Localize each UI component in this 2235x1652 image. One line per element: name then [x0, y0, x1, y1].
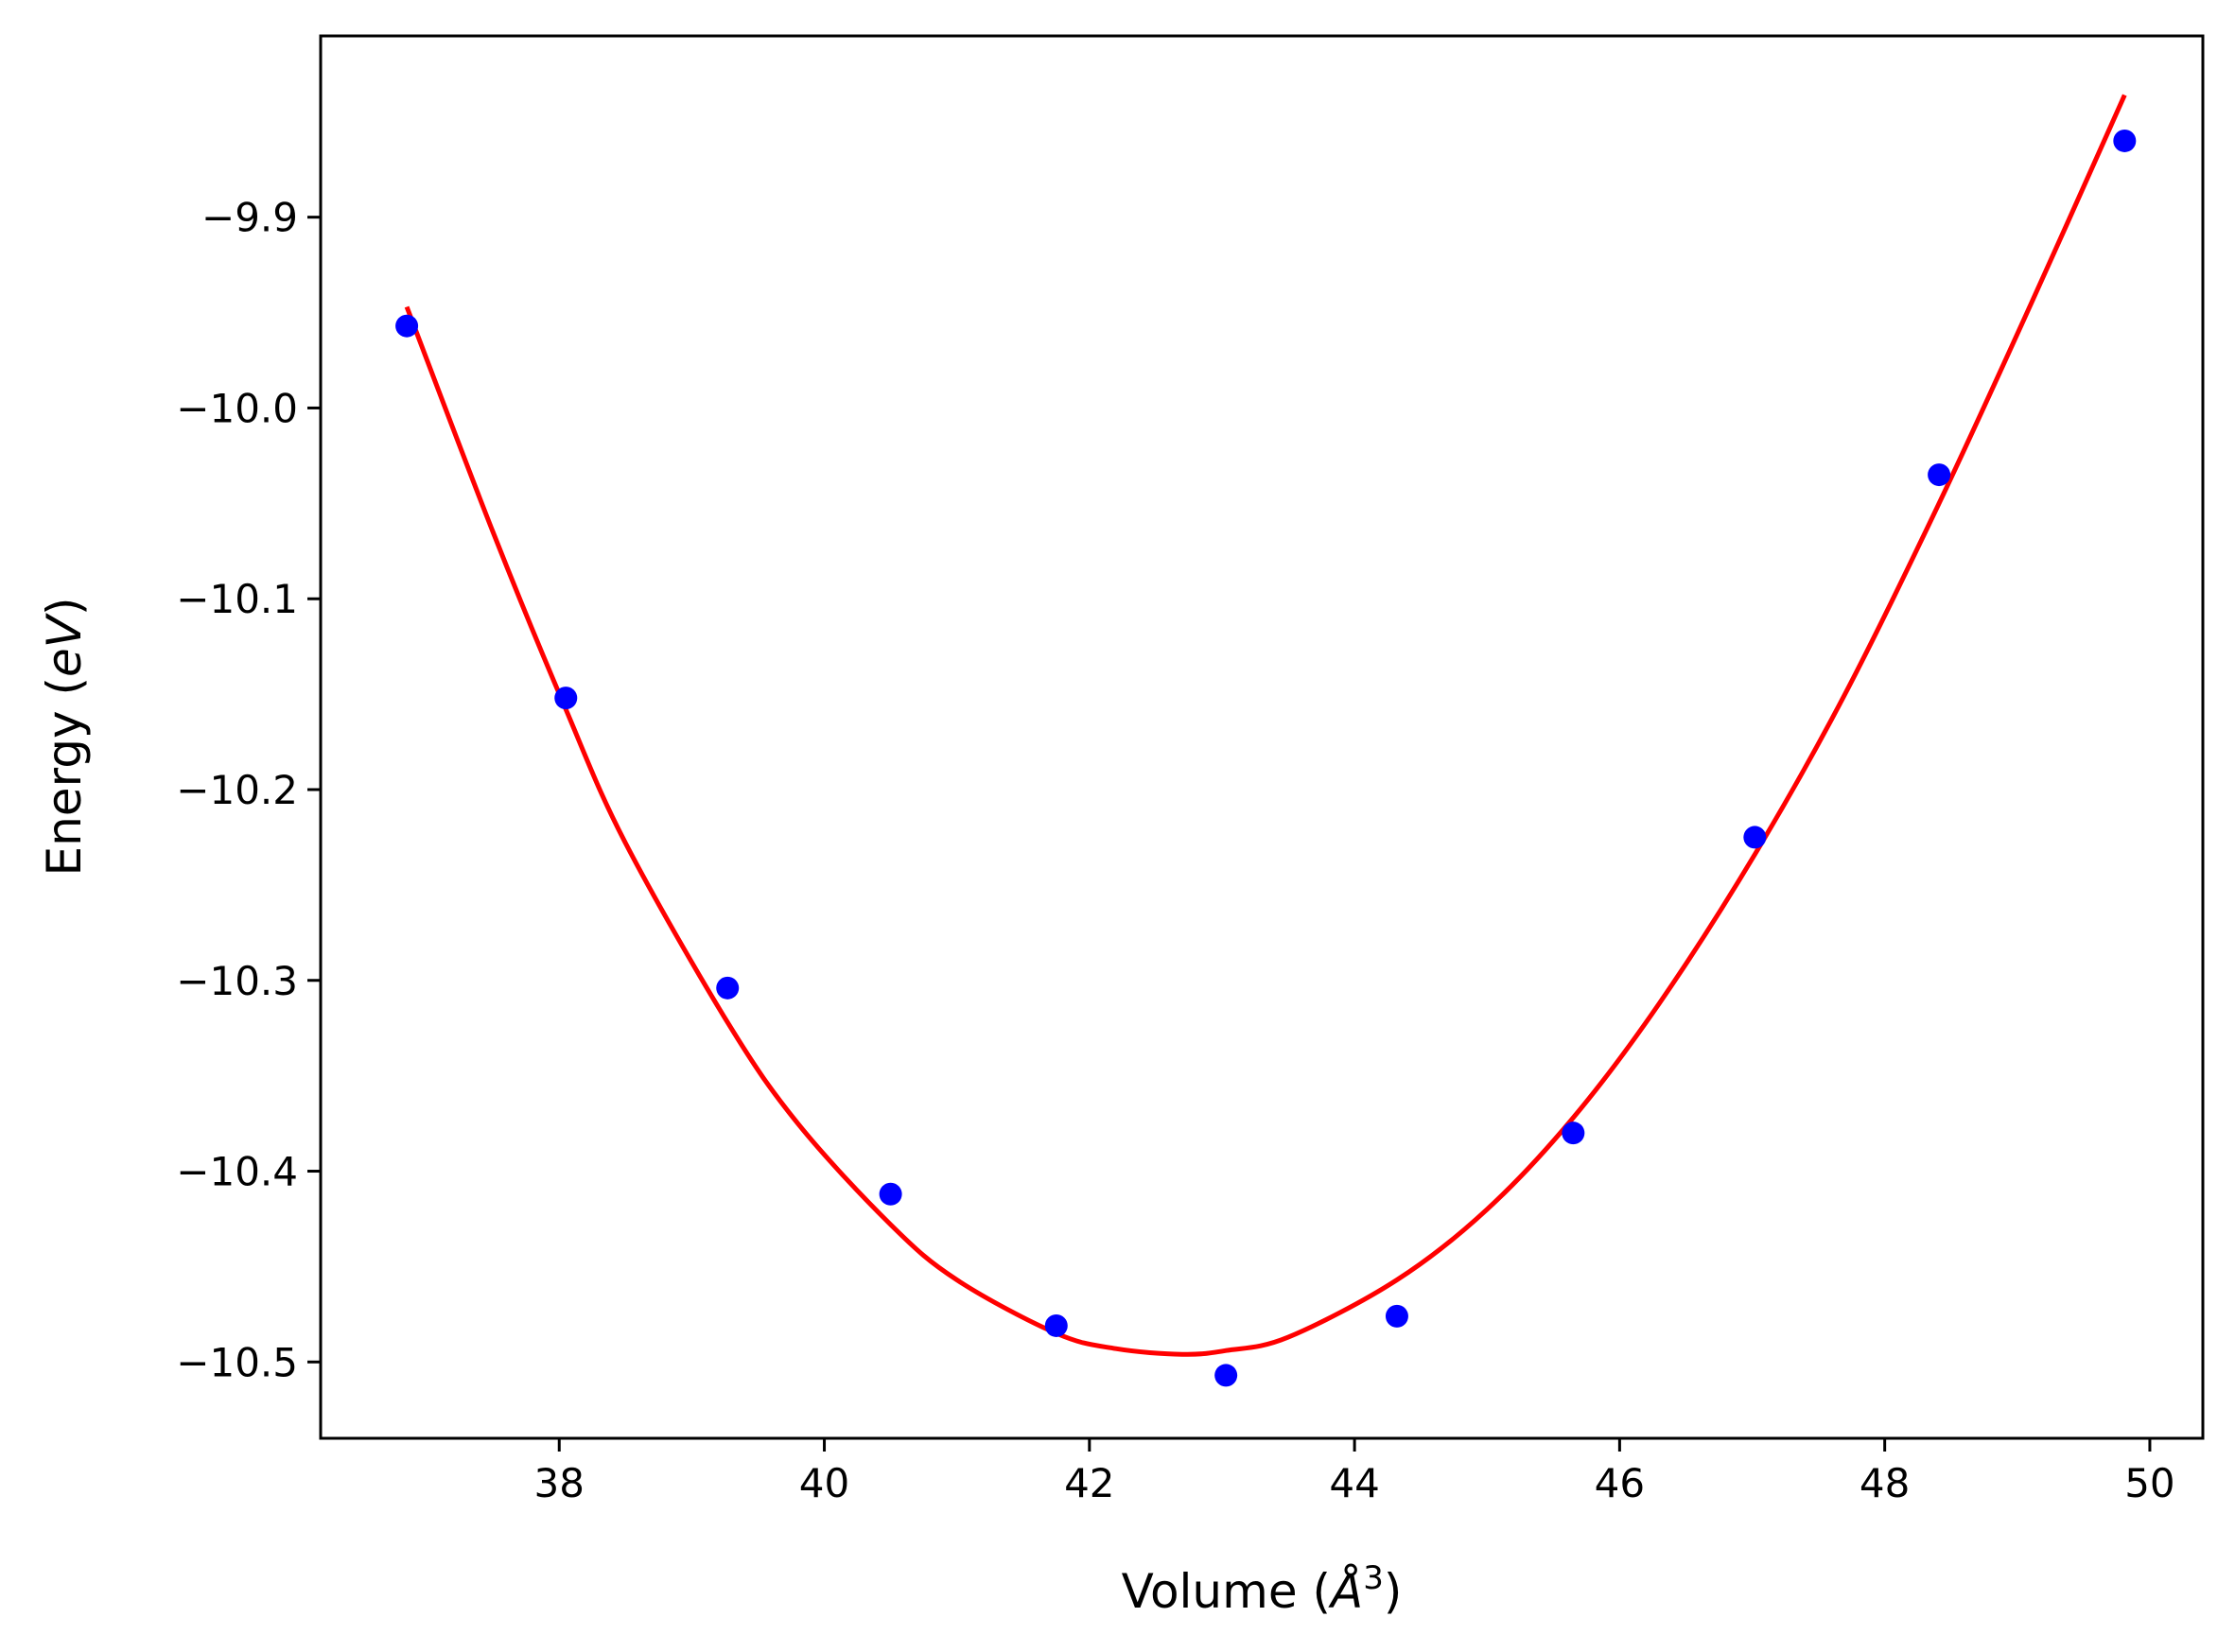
- data-point: [1562, 1122, 1585, 1145]
- x-tick-label: 46: [1595, 1460, 1645, 1506]
- data-point: [2113, 129, 2137, 152]
- y-tick-label: −10.0: [176, 385, 298, 431]
- data-point: [1214, 1364, 1238, 1387]
- x-axis-ticks: 38 40 42 44 46 48 50: [534, 1438, 2175, 1506]
- data-point: [1044, 1313, 1068, 1337]
- x-tick-label: 44: [1329, 1460, 1379, 1506]
- x-tick-label: 48: [1860, 1460, 1910, 1506]
- x-tick-label: 40: [799, 1460, 849, 1506]
- plot-area-frame: [319, 34, 2205, 1440]
- data-point: [716, 976, 740, 1000]
- y-tick-label: −9.9: [201, 195, 298, 241]
- data-point: [879, 1182, 902, 1206]
- x-tick-label: 50: [2124, 1460, 2174, 1506]
- data-point: [1928, 463, 1951, 487]
- plot-content: [395, 94, 2137, 1387]
- y-tick-label: −10.5: [176, 1339, 298, 1385]
- y-tick-label: −10.3: [176, 958, 298, 1004]
- data-point: [554, 687, 578, 710]
- y-tick-label: −10.2: [176, 767, 298, 813]
- y-axis-ticks: −10.5 −10.4 −10.3 −10.2 −10.1 −10.0 −9.9: [176, 195, 321, 1385]
- x-tick-label: 42: [1064, 1460, 1114, 1506]
- x-tick-label: 38: [534, 1460, 585, 1506]
- x-axis-label: Volume (Å3): [1122, 1559, 1403, 1619]
- fit-curve-line: [404, 94, 2127, 1357]
- data-point: [1743, 826, 1767, 849]
- y-tick-label: −10.4: [176, 1149, 298, 1195]
- data-point: [1385, 1304, 1408, 1328]
- y-axis-label: Energy (eV): [37, 598, 92, 877]
- data-point: [395, 314, 419, 338]
- y-tick-label: −10.1: [176, 576, 298, 622]
